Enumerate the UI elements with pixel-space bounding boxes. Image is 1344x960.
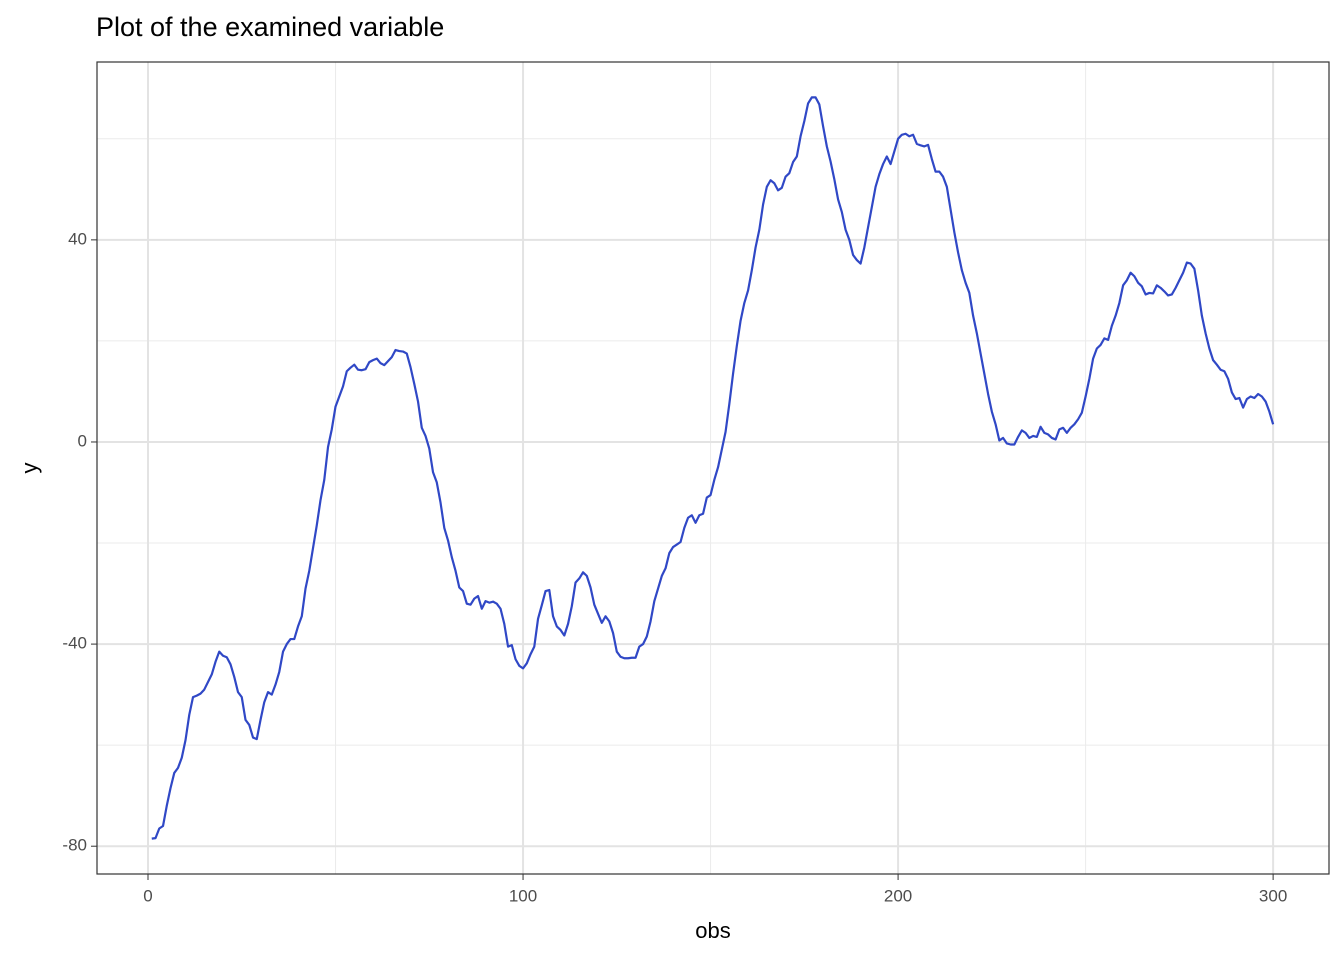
y-tick-label: 0 bbox=[78, 431, 87, 450]
x-tick-label: 100 bbox=[509, 886, 537, 905]
y-tick-label: 40 bbox=[68, 229, 87, 248]
x-tick-label: 0 bbox=[143, 886, 152, 905]
chart-title: Plot of the examined variable bbox=[96, 12, 444, 42]
y-tick-label: -40 bbox=[62, 634, 87, 653]
data-line bbox=[151, 96, 1275, 840]
y-tick-label: -80 bbox=[62, 836, 87, 855]
plot-border bbox=[96, 61, 1330, 875]
x-tick-label: 300 bbox=[1259, 886, 1287, 905]
y-axis-label: y bbox=[17, 463, 42, 474]
x-tick-label: 200 bbox=[884, 886, 912, 905]
x-axis-label: obs bbox=[695, 918, 730, 943]
